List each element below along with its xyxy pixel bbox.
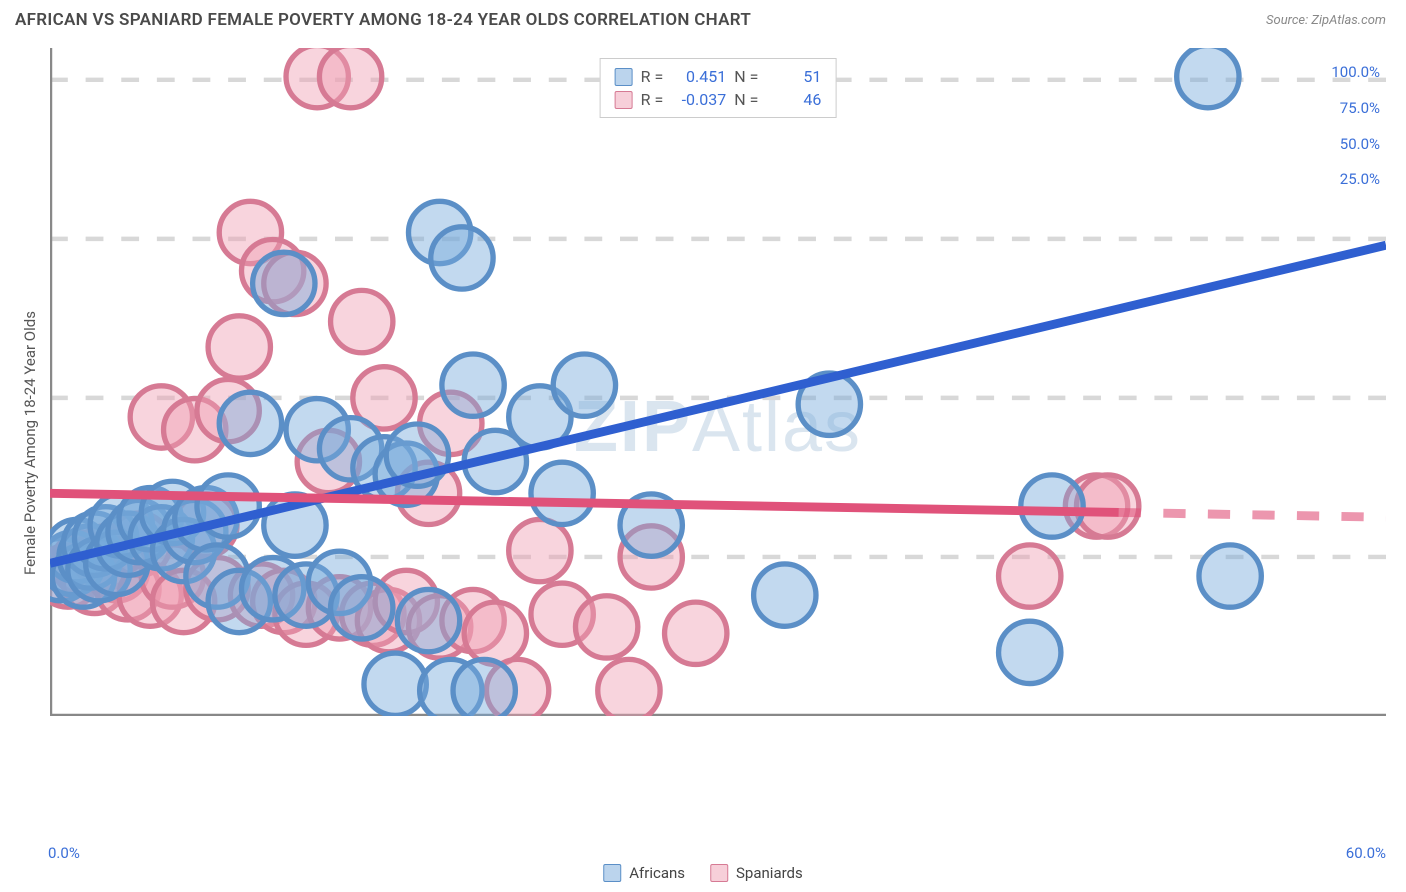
- n-label-1: N =: [734, 67, 758, 86]
- r-label-2: R =: [641, 90, 664, 109]
- n-value-1: 51: [766, 67, 821, 86]
- chart-title: AFRICAN VS SPANIARD FEMALE POVERTY AMONG…: [15, 10, 751, 30]
- x-axis-origin-label: 0.0%: [48, 844, 80, 862]
- legend-item-africans: Africans: [603, 864, 685, 882]
- stats-row-africans: R = 0.451 N = 51: [615, 65, 822, 88]
- legend-item-spaniards: Spaniards: [710, 864, 803, 882]
- legend-swatch-blue-icon: [603, 864, 621, 882]
- n-value-2: 46: [766, 90, 821, 109]
- swatch-pink-icon: [615, 91, 633, 109]
- chart-header: AFRICAN VS SPANIARD FEMALE POVERTY AMONG…: [0, 0, 1406, 35]
- y-tick-label: 100.0%: [1331, 63, 1380, 81]
- r-value-1: 0.451: [671, 67, 726, 86]
- legend-swatch-pink-icon: [710, 864, 728, 882]
- bottom-legend: Africans Spaniards: [603, 864, 803, 882]
- stats-row-spaniards: R = -0.037 N = 46: [615, 88, 822, 111]
- chart-area: Female Poverty Among 18-24 Year Olds ZIP…: [50, 48, 1386, 837]
- r-value-2: -0.037: [671, 90, 726, 109]
- scatter-plot: [50, 48, 1386, 716]
- n-label-2: N =: [734, 90, 758, 109]
- r-label-1: R =: [641, 67, 664, 86]
- stats-box: R = 0.451 N = 51 R = -0.037 N = 46: [600, 58, 837, 118]
- y-axis-label: Female Poverty Among 18-24 Year Olds: [21, 311, 39, 575]
- legend-label-spaniards: Spaniards: [736, 864, 803, 882]
- y-tick-label: 75.0%: [1340, 99, 1380, 117]
- y-tick-label: 25.0%: [1340, 170, 1380, 188]
- chart-source: Source: ZipAtlas.com: [1266, 13, 1386, 28]
- y-tick-label: 50.0%: [1340, 135, 1380, 153]
- legend-label-africans: Africans: [629, 864, 685, 882]
- x-axis-end-label: 60.0%: [1346, 844, 1386, 862]
- swatch-blue-icon: [615, 68, 633, 86]
